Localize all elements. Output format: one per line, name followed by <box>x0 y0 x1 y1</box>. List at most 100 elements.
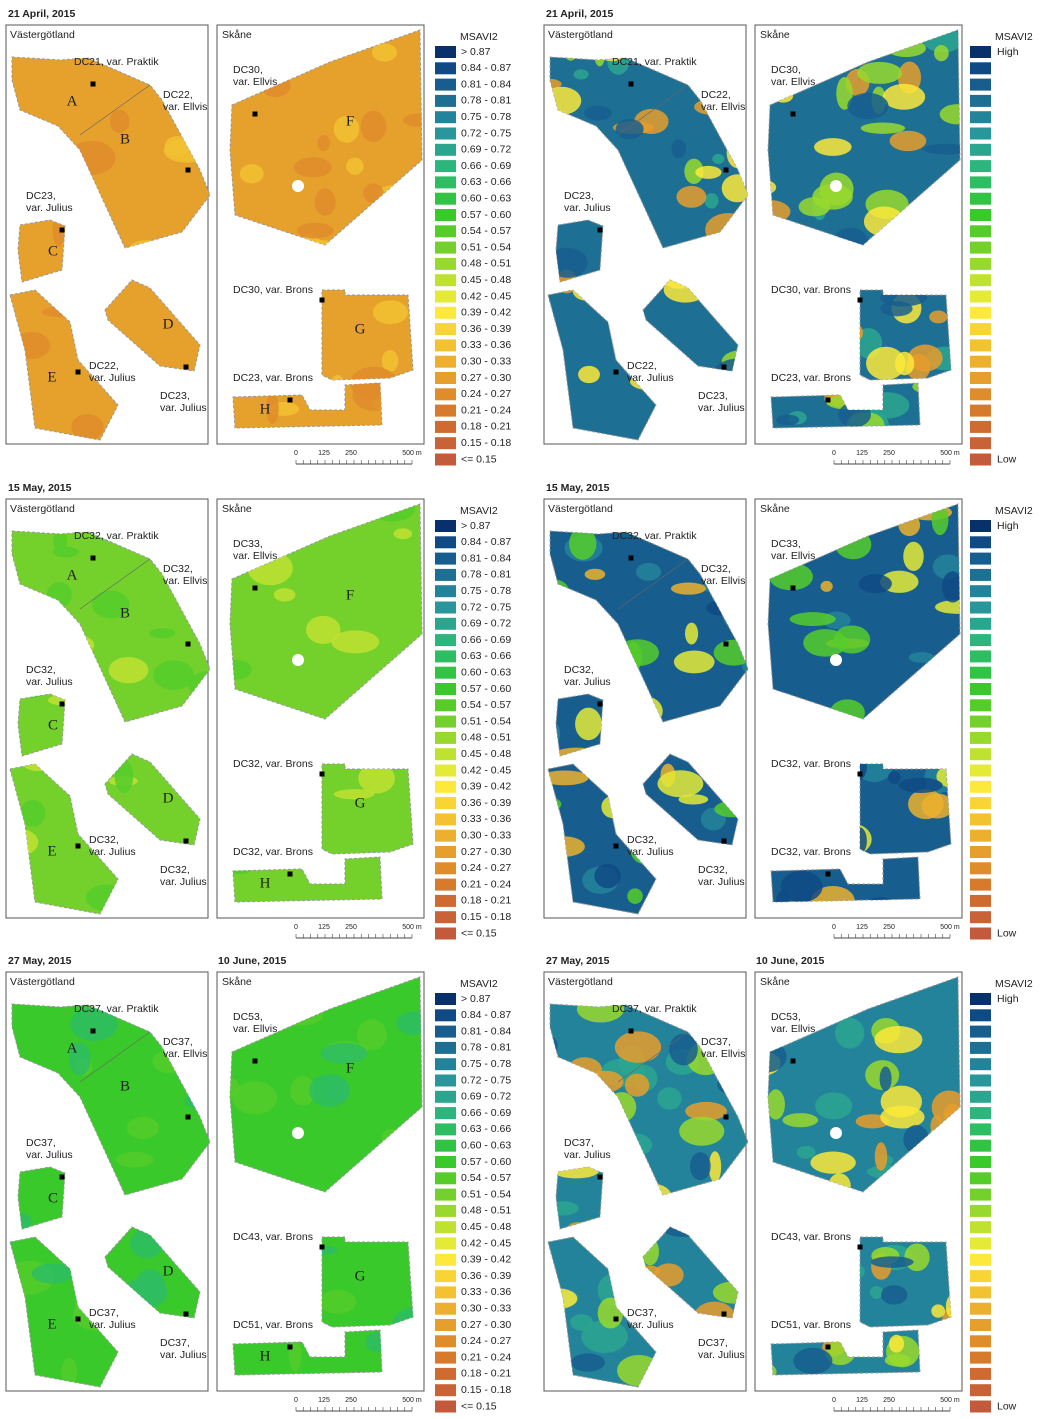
scale-label: 0 <box>294 450 298 457</box>
field-patch <box>881 1285 907 1304</box>
field-label: DC43, var. Brons <box>233 1231 313 1243</box>
region-name: Västergötland <box>10 29 75 41</box>
field-patch <box>319 1290 356 1314</box>
field-patch <box>930 1115 942 1137</box>
legend-label: 0.66 - 0.69 <box>461 1107 511 1119</box>
legend-swatch <box>435 1238 456 1250</box>
field-patch <box>598 1298 624 1329</box>
legend-label: 0.69 - 0.72 <box>461 618 511 630</box>
field-patch <box>946 1294 962 1319</box>
legend-swatch <box>970 209 991 221</box>
field-patch <box>803 629 847 657</box>
field-patch <box>279 1006 323 1025</box>
field-patch <box>370 1213 414 1224</box>
field-patch <box>773 709 810 739</box>
scale-label: 500 m <box>402 1397 422 1404</box>
field-patch <box>706 600 736 615</box>
legend-swatch <box>970 1042 991 1054</box>
legend-swatch <box>970 1075 991 1087</box>
field-patch <box>615 30 644 53</box>
panel-date: 10 June, 2015 <box>756 955 824 967</box>
field-patch <box>329 375 345 405</box>
field-patch <box>584 106 612 121</box>
field-patch <box>810 32 847 66</box>
legend-label: 0.75 - 0.78 <box>461 585 511 597</box>
field-patch <box>783 1113 819 1127</box>
field-hole <box>830 654 842 666</box>
field-letter: E <box>47 1316 56 1332</box>
sample-marker <box>186 642 191 647</box>
sample-marker <box>76 1317 81 1322</box>
sample-marker <box>320 772 325 777</box>
legend-swatch <box>435 1058 456 1070</box>
field-label: DC32, var. Praktik <box>74 530 159 542</box>
field-patch <box>772 741 784 754</box>
field-patch <box>68 141 115 175</box>
field-patch <box>256 228 286 255</box>
field-label: DC37, <box>89 1307 119 1319</box>
sample-marker <box>598 1175 603 1180</box>
map-panel: 27 May, 201510 June, 2015VästergötlandSk… <box>0 955 511 1413</box>
sample-marker <box>724 1115 729 1120</box>
field-patch <box>716 992 750 1023</box>
field-label: DC30, <box>771 64 801 76</box>
field-patch <box>889 1335 904 1353</box>
field-patch <box>847 93 888 119</box>
field-patch <box>779 253 818 282</box>
legend-swatch <box>970 421 991 433</box>
sample-marker <box>722 839 727 844</box>
legend-swatch <box>435 1319 456 1331</box>
legend-swatch <box>435 553 456 565</box>
legend-swatch <box>435 683 456 695</box>
legend-label: 0.30 - 0.33 <box>461 355 511 367</box>
legend-label: 0.54 - 0.57 <box>461 225 511 237</box>
field-patch <box>776 415 799 426</box>
legend-swatch <box>435 1140 456 1152</box>
sample-marker <box>629 1029 634 1034</box>
legend-label: 0.30 - 0.33 <box>461 829 511 841</box>
field-label: DC30, var. Brons <box>233 284 313 296</box>
legend-label: 0.78 - 0.81 <box>461 569 511 581</box>
field-label: DC53, <box>771 1011 801 1023</box>
region-name: Skåne <box>222 503 252 515</box>
field-patch <box>717 1074 759 1096</box>
legend-swatch <box>970 1058 991 1070</box>
region-name: Skåne <box>760 503 790 515</box>
field-patch <box>821 325 855 337</box>
legend-swatch <box>435 928 456 940</box>
field-patch <box>722 174 753 202</box>
field-patch <box>542 580 571 614</box>
field-patch <box>542 87 581 115</box>
field-patch <box>547 248 587 278</box>
field-hole <box>292 1127 304 1139</box>
field-patch <box>346 158 363 175</box>
field-patch <box>110 110 130 134</box>
legend-swatch <box>435 993 456 1005</box>
field-patch <box>331 630 379 653</box>
field-label: DC32, <box>160 864 190 876</box>
field-patch <box>72 1151 105 1170</box>
field-patch <box>913 1183 960 1214</box>
field-patch <box>786 24 827 48</box>
legend-swatch <box>435 1303 456 1315</box>
legend-label: 0.66 - 0.69 <box>461 634 511 646</box>
field-patch <box>810 1151 855 1173</box>
scale-label: 0 <box>294 1397 298 1404</box>
field-patch <box>875 1026 923 1053</box>
legend-swatch <box>970 602 991 614</box>
field-patch <box>365 1332 389 1352</box>
field-label: var. Ellvis <box>163 1048 207 1060</box>
legend-label: 0.75 - 0.78 <box>461 1058 511 1070</box>
field-patch <box>578 366 600 383</box>
legend-label: High <box>997 993 1019 1005</box>
field-patch <box>303 382 317 399</box>
legend-label: 0.81 - 0.84 <box>461 1025 511 1037</box>
field-label: DC32, var. Praktik <box>612 530 697 542</box>
field-patch <box>396 1011 430 1034</box>
field-patch <box>676 186 706 208</box>
legend-swatch <box>435 748 456 760</box>
legend-label: 0.45 - 0.48 <box>461 1221 511 1233</box>
legend-label: 0.48 - 0.51 <box>461 1205 511 1217</box>
legend-swatch <box>970 95 991 107</box>
field-patch <box>567 1057 602 1082</box>
